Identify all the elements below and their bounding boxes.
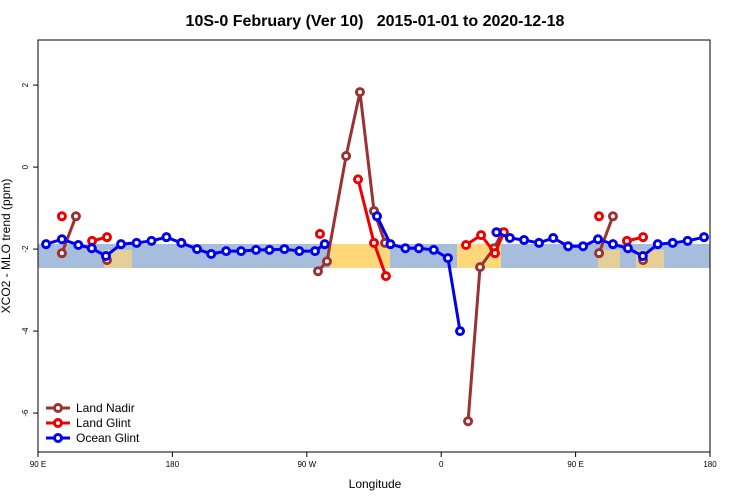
- data-point: [475, 262, 486, 273]
- y-tick-label: -4: [21, 327, 30, 335]
- data-point: [341, 151, 352, 162]
- data-point: [310, 246, 321, 257]
- data-point: [607, 211, 618, 222]
- legend-marker: [53, 403, 63, 413]
- y-tick-label: 0: [21, 164, 30, 169]
- x-tick-label: 180: [166, 460, 180, 469]
- data-point: [385, 239, 396, 250]
- x-tick-label: 90 E: [30, 460, 46, 469]
- data-point: [489, 248, 500, 259]
- data-point: [294, 246, 305, 257]
- data-point: [101, 232, 112, 243]
- legend-label: Land Nadir: [76, 401, 135, 415]
- data-point: [460, 239, 471, 250]
- data-point: [321, 256, 332, 267]
- y-tick-label: -6: [21, 409, 30, 417]
- x-axis-label: Longitude: [349, 477, 402, 491]
- data-point: [578, 241, 589, 252]
- data-point: [221, 246, 232, 257]
- data-point: [313, 266, 323, 277]
- y-tick-label: 2: [21, 82, 30, 87]
- data-point: [70, 211, 81, 222]
- data-point: [369, 237, 379, 248]
- data-point: [491, 227, 502, 238]
- data-point: [319, 239, 330, 250]
- data-point: [100, 251, 111, 262]
- data-point: [192, 244, 203, 255]
- y-axis-label: XCO2 - MLO trend (ppm): [0, 179, 13, 314]
- data-point: [563, 241, 574, 252]
- y-tick-label: -2: [21, 245, 30, 253]
- data-point: [534, 237, 545, 248]
- legend-marker: [53, 418, 63, 428]
- data-point: [652, 239, 663, 250]
- data-point: [548, 233, 559, 244]
- data-point: [699, 232, 710, 243]
- data-point: [593, 234, 603, 245]
- data-point: [161, 232, 172, 243]
- data-point: [236, 246, 247, 257]
- data-point: [56, 248, 67, 259]
- data-point: [251, 244, 262, 255]
- x-tick-label: 0: [439, 460, 444, 469]
- legend-marker: [53, 433, 63, 443]
- data-point: [146, 235, 157, 246]
- data-point: [607, 239, 618, 250]
- data-point: [314, 228, 325, 239]
- data-point: [56, 211, 67, 222]
- data-point: [667, 237, 678, 248]
- data-point: [380, 271, 391, 282]
- plot-frame: [37, 39, 711, 453]
- data-point: [442, 253, 453, 264]
- data-point: [131, 237, 142, 248]
- data-point: [638, 232, 649, 243]
- data-point: [371, 211, 382, 222]
- data-point: [279, 244, 290, 255]
- data-point: [504, 233, 515, 244]
- data-point: [682, 235, 693, 246]
- data-point: [73, 239, 84, 250]
- data-point: [637, 251, 648, 262]
- data-point: [116, 239, 127, 250]
- data-point: [428, 244, 439, 255]
- x-tick-label: 90 E: [567, 460, 583, 469]
- data-point: [353, 174, 364, 185]
- legend-label: Land Glint: [76, 416, 131, 430]
- data-point: [56, 234, 67, 245]
- data-point: [594, 211, 605, 222]
- chart-title: 10S-0 February (Ver 10) 2015-01-01 to 20…: [186, 13, 565, 30]
- data-point: [463, 416, 474, 427]
- data-point: [354, 87, 365, 98]
- data-point: [41, 239, 52, 250]
- data-point: [594, 248, 605, 259]
- data-point: [86, 243, 97, 254]
- data-point: [519, 235, 530, 246]
- data-point: [400, 243, 411, 254]
- data-point: [476, 230, 487, 241]
- data-point: [206, 248, 217, 259]
- data-point: [176, 237, 187, 248]
- data-point: [264, 244, 275, 255]
- x-tick-label: 90 W: [297, 460, 316, 469]
- data-point: [413, 243, 424, 254]
- data-point: [455, 326, 466, 337]
- legend-label: Ocean Glint: [76, 431, 140, 445]
- data-point: [621, 235, 632, 246]
- data-point: [622, 243, 633, 254]
- x-tick-label: 180: [703, 460, 717, 469]
